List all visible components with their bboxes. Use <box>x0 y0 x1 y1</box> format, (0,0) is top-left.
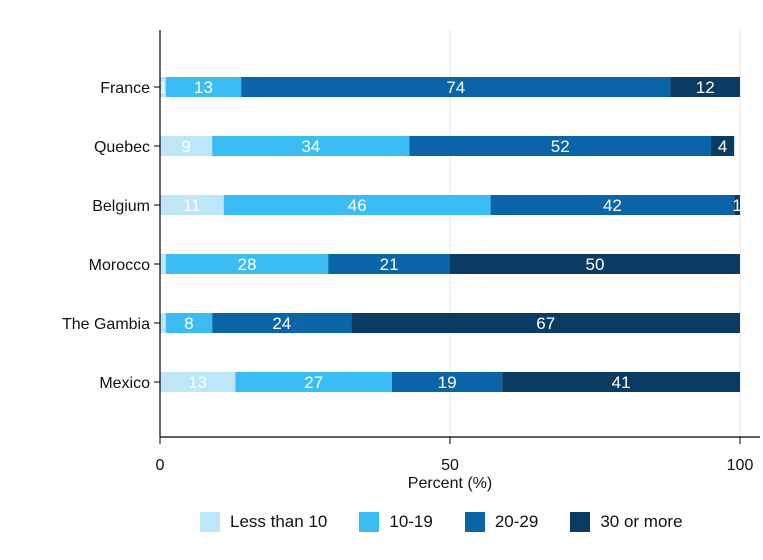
data-label: 21 <box>380 255 399 274</box>
bar-belgium-3 <box>734 195 740 215</box>
data-label: 34 <box>301 137 320 156</box>
bar-quebec-0 <box>160 136 213 156</box>
bar-morocco-0 <box>160 254 166 274</box>
data-label: 9 <box>181 137 190 156</box>
data-label: 74 <box>446 78 465 97</box>
data-label: 13 <box>194 78 213 97</box>
legend-label: 20-29 <box>494 512 539 531</box>
bar-the-gambia-3 <box>351 313 740 333</box>
legend-swatch <box>200 512 220 532</box>
bar-morocco-1 <box>165 254 329 274</box>
data-label: 24 <box>272 314 291 333</box>
data-label: 19 <box>438 373 457 392</box>
bar-mexico-2 <box>392 372 503 392</box>
bar-quebec-3 <box>711 136 735 156</box>
bar-france-1 <box>165 77 242 97</box>
bar-belgium-1 <box>223 195 491 215</box>
data-label: 41 <box>612 373 631 392</box>
data-label: 46 <box>348 196 367 215</box>
legend-label: Less than 10 <box>230 512 328 531</box>
y-tick-label: The Gambia <box>62 316 150 333</box>
y-tick-label: France <box>100 80 150 97</box>
x-axis-title: Percent (%) <box>408 475 492 492</box>
chart-legend: Less than 10 10-19 20-29 30 or more <box>200 509 715 535</box>
bar-quebec-1 <box>212 136 410 156</box>
x-tick-label: 50 <box>441 457 459 474</box>
data-label: 12 <box>696 78 715 97</box>
y-tick-label: Mexico <box>99 375 150 392</box>
legend-item: 10-19 <box>359 512 433 532</box>
bar-france-0 <box>160 77 166 97</box>
data-label: 67 <box>536 314 555 333</box>
data-label: 42 <box>603 196 622 215</box>
data-label: 11 <box>183 196 201 215</box>
data-label: 4 <box>718 137 727 156</box>
bar-morocco-3 <box>450 254 740 274</box>
data-label: 1 <box>732 196 741 215</box>
data-label: 52 <box>551 137 570 156</box>
legend-label: 30 or more <box>600 512 683 531</box>
bar-mexico-3 <box>502 372 740 392</box>
legend-swatch <box>359 512 380 532</box>
bar-belgium-0 <box>160 195 224 215</box>
data-label: 50 <box>586 255 605 274</box>
data-label: 8 <box>184 314 193 333</box>
bar-france-3 <box>670 77 740 97</box>
bar-quebec-2 <box>409 136 711 156</box>
legend-item: 20-29 <box>464 512 539 532</box>
bar-mexico-0 <box>160 372 236 392</box>
bar-belgium-2 <box>490 195 735 215</box>
bar-the-gambia-2 <box>212 313 352 333</box>
y-tick-label: Morocco <box>89 257 150 274</box>
bar-mexico-1 <box>235 372 392 392</box>
legend-label: 10-19 <box>389 512 433 531</box>
bar-morocco-2 <box>328 254 450 274</box>
legend-swatch <box>464 512 485 532</box>
legend-item: 30 or more <box>570 512 683 532</box>
data-label: 27 <box>304 373 323 392</box>
legend-swatch <box>570 512 591 532</box>
bar-the-gambia-1 <box>165 313 213 333</box>
data-label: 13 <box>188 373 207 392</box>
bar-france-2 <box>241 77 671 97</box>
data-label: 28 <box>238 255 257 274</box>
x-tick-label: 0 <box>156 457 165 474</box>
data-label: 1 <box>158 78 167 97</box>
y-tick-label: Belgium <box>92 198 150 215</box>
y-tick-label: Quebec <box>94 139 150 156</box>
bar-the-gambia-0 <box>160 313 166 333</box>
legend-item: Less than 10 <box>200 512 327 532</box>
x-tick-label: 100 <box>727 457 754 474</box>
